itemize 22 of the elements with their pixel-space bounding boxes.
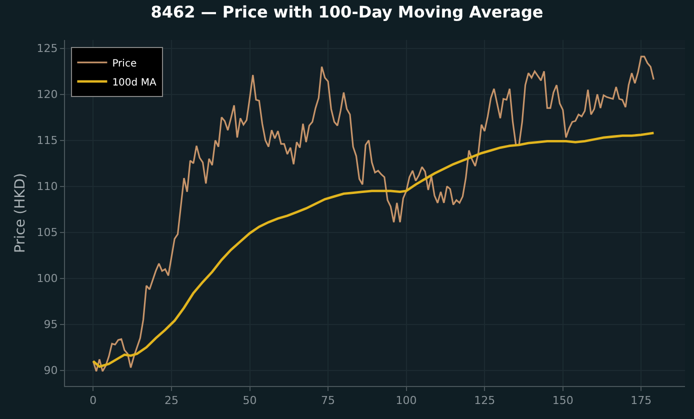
x-tick-label: 150 bbox=[552, 394, 574, 408]
y-tick-label: 105 bbox=[36, 226, 58, 240]
y-tick-label: 90 bbox=[44, 364, 58, 378]
legend-label: Price bbox=[112, 58, 137, 70]
x-tick-label: 50 bbox=[242, 394, 257, 408]
y-tick-label: 100 bbox=[36, 272, 58, 286]
y-tick-label: 125 bbox=[36, 42, 58, 56]
line-series bbox=[92, 132, 655, 368]
y-tick-label: 120 bbox=[36, 88, 58, 102]
x-tick-label: 25 bbox=[164, 394, 178, 408]
x-tick-label: 0 bbox=[90, 394, 97, 408]
y-tick-label: 115 bbox=[36, 134, 58, 148]
y-axis-title: Price (HKD) bbox=[12, 172, 28, 254]
y-tick-label: 95 bbox=[44, 318, 58, 332]
line-series bbox=[92, 56, 654, 372]
x-tick-label: 100 bbox=[396, 394, 417, 408]
x-tick-label: 75 bbox=[321, 394, 336, 408]
chart-title: 8462 — Price with 100-Day Moving Average bbox=[150, 2, 544, 22]
legend-label: 100d MA bbox=[112, 77, 156, 88]
y-tick-label: 110 bbox=[36, 180, 58, 194]
x-tick-label: 175 bbox=[630, 394, 652, 408]
x-tick-label: 125 bbox=[474, 394, 496, 408]
